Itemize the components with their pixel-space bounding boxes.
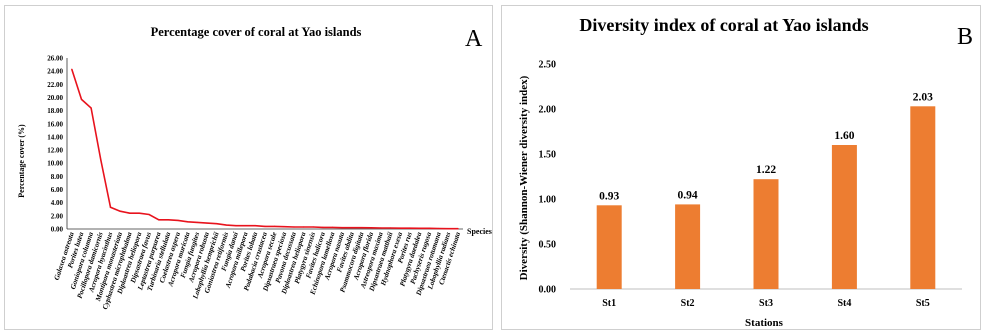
y-tick-label: 20.00 <box>47 94 63 102</box>
data-point <box>380 227 382 229</box>
data-point <box>148 213 150 216</box>
data-point <box>283 226 285 228</box>
data-point <box>399 227 401 229</box>
y-tick-label: 8.00 <box>51 173 64 181</box>
y-tick-label: 18.00 <box>47 107 63 115</box>
series-line <box>71 68 459 230</box>
data-label: 1.60 <box>834 130 854 142</box>
data-point <box>206 222 208 224</box>
y-tick-label: 0.50 <box>539 240 557 251</box>
data-point <box>322 226 324 228</box>
y-tick-label: 12.00 <box>47 147 63 155</box>
data-point <box>167 219 170 221</box>
chart-title: Diversity index of coral at Yao islands <box>579 15 868 35</box>
x-tick-label: St5 <box>916 298 930 309</box>
data-point <box>457 228 459 230</box>
y-tick-label: 0.00 <box>51 226 64 234</box>
data-label: 2.03 <box>913 91 933 103</box>
data-point <box>303 226 305 228</box>
data-point <box>158 219 160 221</box>
y-tick-label: 0.00 <box>539 285 557 296</box>
y-tick-label: 26.00 <box>47 55 63 63</box>
data-point <box>187 221 189 223</box>
data-point <box>80 98 83 101</box>
x-axis-label: Species <box>467 227 492 236</box>
data-point <box>409 227 411 229</box>
data-point <box>274 225 276 227</box>
data-point <box>254 225 256 227</box>
y-tick-label: 22.00 <box>47 81 63 89</box>
y-tick-label: 2.50 <box>539 60 557 71</box>
bar <box>596 205 622 289</box>
data-point <box>100 159 102 161</box>
data-label: 1.22 <box>756 164 776 176</box>
data-point <box>312 226 314 228</box>
panel-label: A <box>465 26 483 52</box>
data-point <box>245 225 247 227</box>
coral-cover-line-chart: Percentage cover of coral at Yao islands… <box>17 25 492 311</box>
x-tick-label: St1 <box>602 298 616 309</box>
data-point <box>438 227 440 230</box>
bar <box>675 204 701 289</box>
data-point <box>341 227 343 229</box>
data-point <box>351 227 353 229</box>
coral-cover-chart-panel: Percentage cover of coral at Yao islands… <box>4 5 493 330</box>
bar <box>831 145 857 289</box>
panel-label: B <box>957 24 973 50</box>
data-label: 0.94 <box>678 189 698 201</box>
data-point <box>225 224 227 226</box>
bar <box>910 106 936 289</box>
y-tick-label: 2.00 <box>51 212 64 220</box>
data-point <box>447 228 450 230</box>
y-tick-label: 14.00 <box>47 133 63 141</box>
y-tick-label: 1.50 <box>539 150 557 161</box>
bar <box>753 179 779 289</box>
data-label: 0.93 <box>599 190 619 202</box>
data-point <box>90 107 92 109</box>
data-point <box>235 225 237 227</box>
x-tick-label: St3 <box>759 298 773 309</box>
data-point <box>332 226 334 228</box>
data-point <box>119 210 121 212</box>
chart-title: Percentage cover of coral at Yao islands <box>151 25 362 39</box>
data-point <box>177 219 179 222</box>
data-point <box>370 227 372 229</box>
diversity-bar-chart: Diversity index of coral at Yao islands … <box>518 15 973 329</box>
y-tick-label: 2.00 <box>539 105 557 116</box>
y-axis-label: Percentage cover (%) <box>17 124 26 198</box>
data-point <box>109 206 112 208</box>
y-tick-label: 16.00 <box>47 120 63 128</box>
y-tick-label: 24.00 <box>47 68 63 76</box>
x-tick-label: St4 <box>837 298 851 309</box>
data-point <box>418 227 421 229</box>
y-tick-label: 6.00 <box>51 186 64 194</box>
data-point <box>129 212 131 214</box>
x-tick-label: St2 <box>681 298 695 309</box>
data-point <box>216 223 218 225</box>
diversity-chart-panel: Diversity index of coral at Yao islands … <box>501 5 981 330</box>
y-axis-label: Diversity (Shannon-Wiener diversity inde… <box>518 75 530 280</box>
y-tick-label: 1.00 <box>539 195 557 206</box>
data-point <box>138 212 141 214</box>
data-point <box>71 68 73 70</box>
x-axis-label: Stations <box>745 317 784 329</box>
data-point <box>428 227 430 229</box>
data-point <box>196 221 198 224</box>
y-tick-label: 10.00 <box>47 160 63 168</box>
data-point <box>264 225 266 227</box>
y-tick-label: 4.00 <box>51 199 64 207</box>
data-point <box>293 226 295 228</box>
data-point <box>389 227 392 229</box>
data-point <box>360 227 363 229</box>
